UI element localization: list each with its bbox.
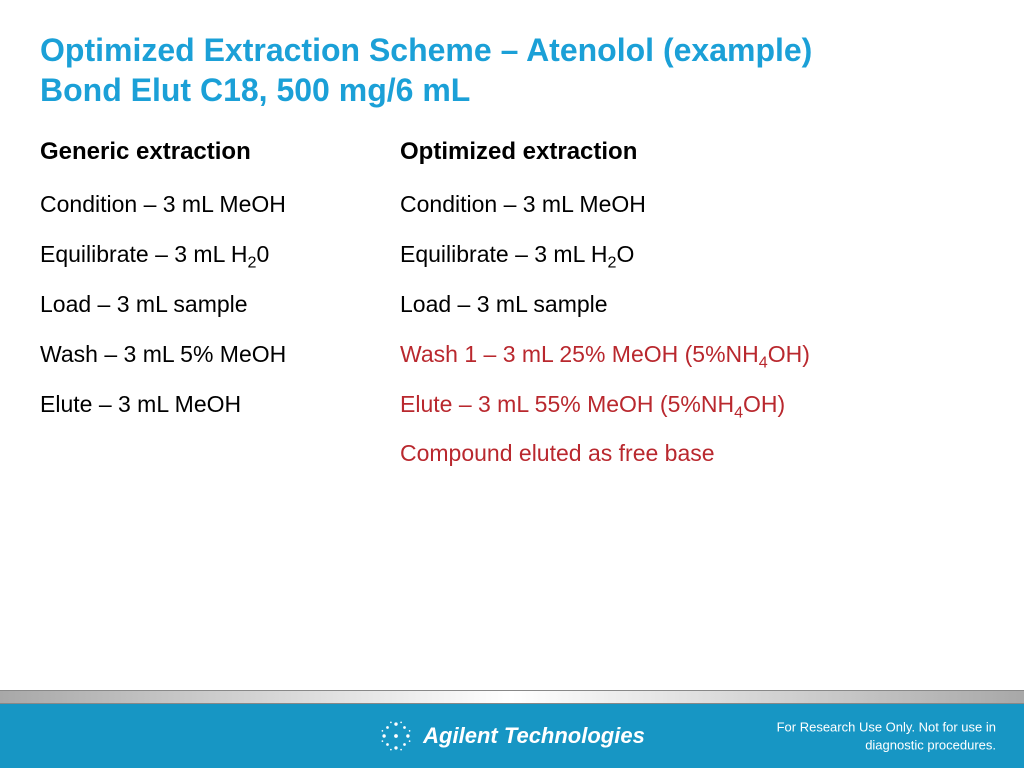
column-optimized: Optimized extraction Condition – 3 mL Me…: [400, 138, 880, 489]
title-line-1: Optimized Extraction Scheme – Atenolol (…: [40, 32, 812, 68]
step-item: Wash 1 – 3 mL 25% MeOH (5%NH4OH): [400, 340, 880, 370]
footer-logo-text: Agilent Technologies: [423, 723, 645, 749]
subscript: 2: [608, 253, 617, 271]
step-item: Equilibrate – 3 mL H20: [40, 240, 340, 270]
column-heading-generic: Generic extraction: [40, 138, 340, 166]
steps-list-optimized: Condition – 3 mL MeOH Equilibrate – 3 mL …: [400, 190, 880, 469]
column-generic: Generic extraction Condition – 3 mL MeOH…: [40, 138, 340, 489]
step-item: Condition – 3 mL MeOH: [400, 190, 880, 220]
step-item: Load – 3 mL sample: [400, 290, 880, 320]
slide-title: Optimized Extraction Scheme – Atenolol (…: [40, 30, 984, 110]
slide: Optimized Extraction Scheme – Atenolol (…: [0, 0, 1024, 768]
footer-logo: Agilent Technologies: [379, 719, 645, 753]
spark-icon: [379, 719, 413, 753]
disclaimer-line-2: diagnostic procedures.: [865, 737, 996, 752]
step-item: Compound eluted as free base: [400, 439, 880, 469]
slide-footer: Agilent Technologies For Research Use On…: [0, 690, 1024, 768]
steps-list-generic: Condition – 3 mL MeOH Equilibrate – 3 mL …: [40, 190, 340, 419]
step-item: Elute – 3 mL MeOH: [40, 390, 340, 420]
step-item: Wash – 3 mL 5% MeOH: [40, 340, 340, 370]
content-columns: Generic extraction Condition – 3 mL MeOH…: [40, 138, 984, 489]
subscript: 4: [734, 403, 743, 421]
step-item: Condition – 3 mL MeOH: [40, 190, 340, 220]
footer-main: Agilent Technologies For Research Use On…: [0, 704, 1024, 768]
step-item: Load – 3 mL sample: [40, 290, 340, 320]
subscript: 4: [759, 353, 768, 371]
subscript: 2: [248, 253, 257, 271]
footer-stripe: [0, 690, 1024, 704]
disclaimer-line-1: For Research Use Only. Not for use in: [777, 719, 996, 734]
step-item: Equilibrate – 3 mL H2O: [400, 240, 880, 270]
title-line-2: Bond Elut C18, 500 mg/6 mL: [40, 72, 470, 108]
footer-disclaimer: For Research Use Only. Not for use in di…: [777, 718, 996, 753]
column-heading-optimized: Optimized extraction: [400, 138, 880, 166]
step-item: Elute – 3 mL 55% MeOH (5%NH4OH): [400, 390, 880, 420]
